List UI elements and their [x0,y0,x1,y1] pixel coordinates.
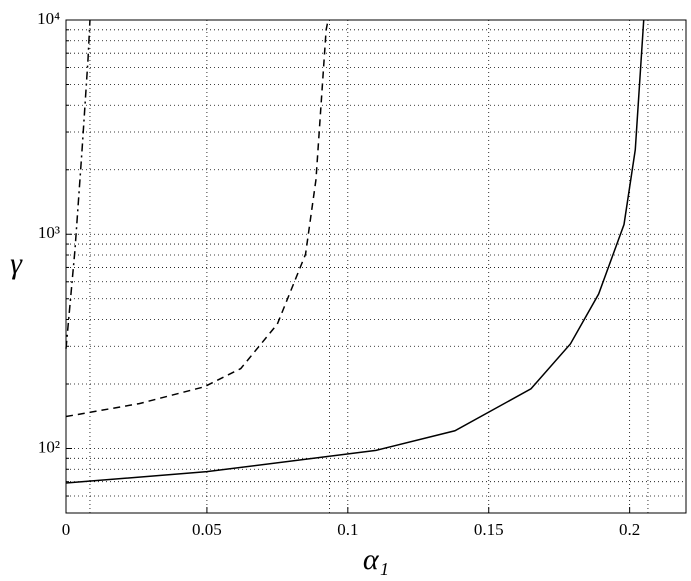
plot-frame [65,19,687,514]
x-tick-label: 0.05 [192,520,222,539]
y-tick-label: 10² [38,437,60,456]
y-tick-label: 10³ [38,223,60,242]
x-tick-label: 0.1 [337,520,358,539]
series-line [65,19,329,418]
series-line [65,19,91,349]
x-tick-label: 0.2 [619,520,640,539]
x-axis-label: α₁ [363,543,389,576]
y-axis-label: γ [10,247,23,280]
x-tick-label: 0.15 [474,520,504,539]
y-tick-label: 10⁴ [37,9,60,28]
x-tick-label: 0 [62,520,71,539]
series-line [65,19,645,484]
